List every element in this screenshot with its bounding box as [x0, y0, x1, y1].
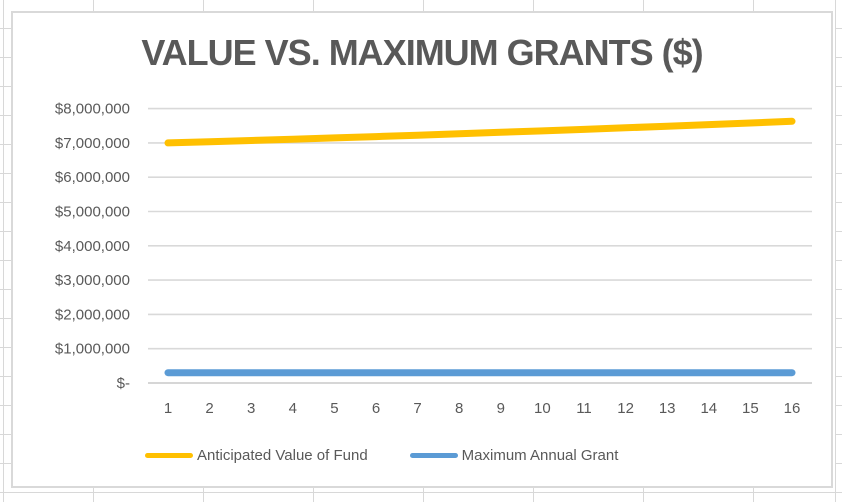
svg-text:14: 14: [700, 400, 717, 417]
svg-text:6: 6: [372, 400, 380, 417]
svg-text:$4,000,000: $4,000,000: [55, 238, 130, 255]
legend-item-anticipated-value[interactable]: Anticipated Value of Fund: [145, 447, 368, 464]
svg-text:2: 2: [205, 400, 213, 417]
worksheet-gridlines-top: [0, 0, 842, 11]
line-swatch-icon: [145, 452, 193, 458]
legend-label: Maximum Annual Grant: [461, 446, 619, 464]
svg-text:$1,000,000: $1,000,000: [55, 341, 130, 358]
chart-area: VALUE VS. MAXIMUM GRANTS ($) $- $1,000,00…: [13, 13, 831, 486]
svg-text:$7,000,000: $7,000,000: [55, 135, 130, 152]
svg-text:12: 12: [617, 400, 634, 417]
svg-text:4: 4: [289, 400, 297, 417]
svg-text:9: 9: [497, 400, 505, 417]
svg-text:1: 1: [164, 400, 172, 417]
worksheet-gridlines-bottom: [0, 488, 842, 502]
chart-legend: Anticipated Value of Fund Maximum Annual…: [145, 445, 618, 465]
svg-text:11: 11: [576, 400, 592, 417]
svg-text:$2,000,000: $2,000,000: [55, 306, 130, 323]
svg-text:3: 3: [247, 400, 255, 417]
svg-text:16: 16: [784, 400, 801, 417]
svg-text:$6,000,000: $6,000,000: [55, 169, 130, 186]
legend-label: Anticipated Value of Fund: [197, 446, 368, 464]
legend-item-maximum-grant[interactable]: Maximum Annual Grant: [409, 446, 619, 464]
chart[interactable]: VALUE VS. MAXIMUM GRANTS ($) $- $1,000,00…: [11, 11, 833, 488]
svg-text:$5,000,000: $5,000,000: [55, 204, 130, 221]
svg-text:15: 15: [742, 400, 759, 417]
svg-text:5: 5: [330, 400, 338, 417]
svg-text:10: 10: [534, 400, 551, 417]
svg-text:$8,000,000: $8,000,000: [55, 101, 130, 118]
svg-text:8: 8: [455, 400, 463, 417]
svg-text:13: 13: [659, 400, 676, 417]
svg-text:7: 7: [413, 400, 421, 417]
worksheet-gridlines-left: [0, 0, 11, 502]
svg-text:$-: $-: [117, 375, 130, 392]
line-swatch-icon: [409, 452, 458, 458]
svg-text:$3,000,000: $3,000,000: [55, 272, 130, 289]
plot-svg[interactable]: $- $1,000,000 $2,000,000 $3,000,000 $4,000,0…: [13, 13, 831, 486]
worksheet-gridlines-right: [835, 0, 842, 502]
chart-title[interactable]: VALUE VS. MAXIMUM GRANTS ($): [141, 32, 703, 73]
